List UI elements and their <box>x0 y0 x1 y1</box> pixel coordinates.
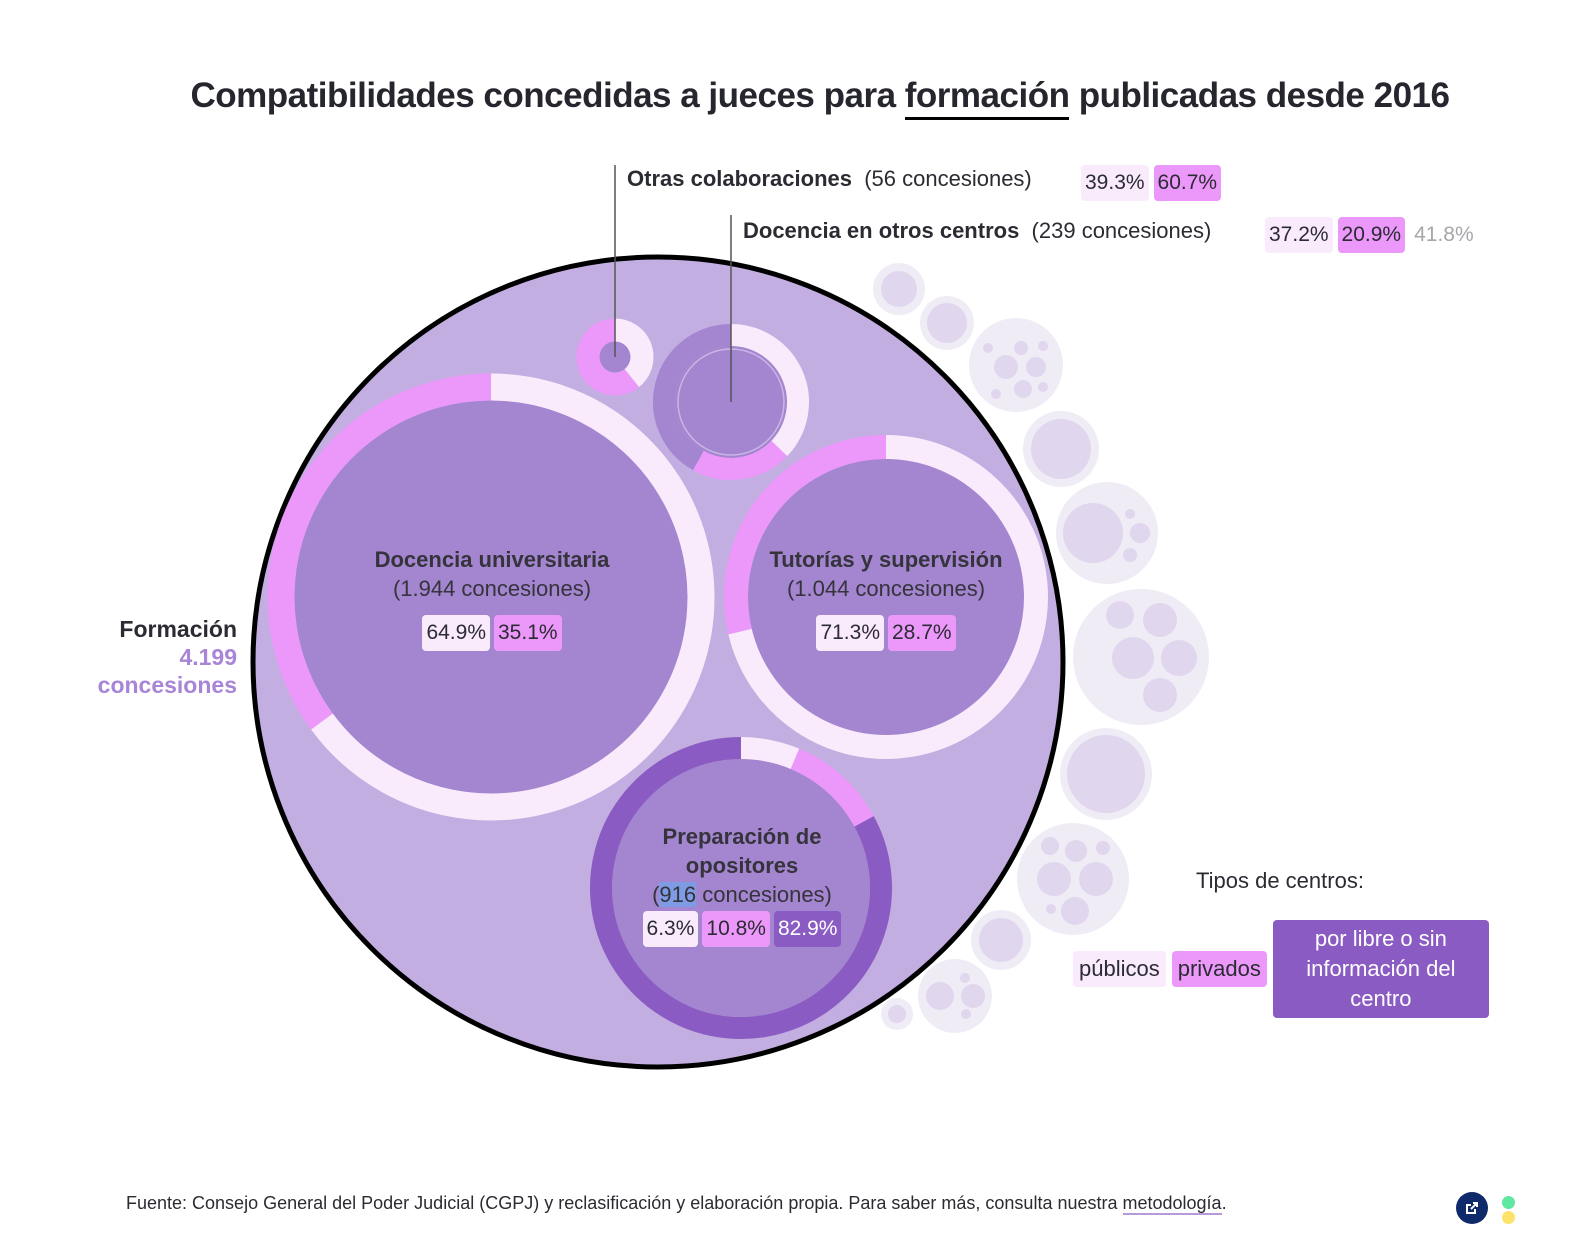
ghost-bubble <box>918 959 992 1033</box>
ghost-bubble <box>1060 728 1152 820</box>
pill-privados: 10.8% <box>702 911 770 947</box>
pill-sin-info: 41.8% <box>1414 223 1474 246</box>
ring-segment-privados <box>790 748 874 827</box>
legend-item-libre: por libre o sin información del centro <box>1272 920 1489 1018</box>
pill-privados: 35.1% <box>494 615 562 651</box>
bubble-tutorias <box>724 435 1048 759</box>
ghost-bubble <box>1073 589 1209 725</box>
bubble-fill <box>294 400 688 794</box>
external-link-button[interactable] <box>1456 1192 1488 1224</box>
bubble-docencia_universitaria <box>267 373 715 821</box>
count-pre: ( <box>652 882 660 907</box>
pill-privados: 28.7% <box>888 615 956 651</box>
formacion-label: Formación 4.199 concesiones <box>60 615 237 699</box>
label-otras-colaboraciones: Otras colaboraciones (56 concesiones) <box>627 166 1032 192</box>
label-docencia-otros: Docencia en otros centros (239 concesion… <box>743 218 1211 244</box>
ring-segment-privados <box>267 373 491 730</box>
label-tutorias: Tutorías y supervisión (1.044 concesione… <box>736 545 1036 651</box>
label-name: Docencia en otros centros <box>743 218 1020 243</box>
external-link-icon <box>1466 1202 1478 1214</box>
ring-segment-publicos <box>728 435 1048 759</box>
pill-publicos: 71.3% <box>816 615 884 651</box>
legend-libre-line3: centro <box>1350 986 1412 1011</box>
label-count: (916 concesiones) <box>592 880 892 909</box>
label-name: Tutorías y supervisión <box>769 547 1003 572</box>
label-name-line2: opositores <box>685 853 799 878</box>
pill-publicos: 39.3% <box>1081 165 1149 201</box>
ring-segment-privados <box>693 440 788 480</box>
ring-segment-publicos <box>614 318 654 388</box>
ring-segment-libre <box>590 737 892 1039</box>
legend-item-privados: privados <box>1171 951 1267 987</box>
pill-libre: 82.9% <box>773 911 842 947</box>
title-prefix: Compatibilidades concedidas a jueces par… <box>190 76 905 115</box>
ghost-bubble <box>969 318 1063 412</box>
ring-segment-publicos <box>740 737 800 770</box>
ghost-bubble <box>873 263 925 315</box>
ghost-bubble <box>920 296 974 350</box>
label-name-line1: Preparación de <box>662 824 822 849</box>
footer-source: Fuente: Consejo General del Poder Judici… <box>126 1193 1227 1215</box>
dot-green <box>1502 1196 1515 1209</box>
ghost-bubble <box>1017 823 1129 935</box>
pill-privados: 60.7% <box>1153 165 1222 201</box>
label-count: (239 concesiones) <box>1031 218 1212 243</box>
footer-end: . <box>1221 1193 1227 1213</box>
ghost-bubble <box>971 910 1031 970</box>
ghost-bubble <box>881 998 913 1030</box>
ring-segment-publicos <box>311 373 715 821</box>
ring-segment-libre <box>653 324 732 471</box>
pills-docencia-otros: 37.2% 20.9% 41.8% <box>1265 217 1483 253</box>
label-count: (56 concesiones) <box>864 166 1032 191</box>
pill-publicos: 64.9% <box>422 615 490 651</box>
formacion-name: Formación <box>119 616 237 642</box>
bubble-preparacion <box>590 737 892 1039</box>
label-count: (1.044 concesiones) <box>786 576 986 601</box>
ring-segment-privados <box>724 435 887 635</box>
legend-libre-line1: por libre o sin <box>1314 926 1447 951</box>
methodology-link[interactable]: metodología <box>1122 1193 1222 1215</box>
ring-segment-privados <box>576 318 639 396</box>
label-docencia-universitaria: Docencia universitaria (1.944 concesione… <box>342 545 642 651</box>
pills-otras: 39.3% 60.7% <box>1081 165 1226 201</box>
bubble-otras <box>576 318 654 396</box>
label-count: (1.944 concesiones) <box>392 576 592 601</box>
label-preparacion-opositores: Preparación de opositores (916 concesion… <box>592 822 892 947</box>
title-suffix: publicadas desde 2016 <box>1069 76 1450 115</box>
pill-publicos: 37.2% <box>1265 217 1333 253</box>
legend: públicos privados por libre o sin inform… <box>1073 920 1495 1018</box>
label-name: Docencia universitaria <box>374 547 610 572</box>
bubble-fill <box>748 459 1024 735</box>
title-highlight: formación <box>904 76 1070 120</box>
count-number-selected: 916 <box>659 882 697 907</box>
bubble-fill <box>612 759 870 1017</box>
pill-publicos: 6.3% <box>642 911 699 947</box>
dot-yellow <box>1502 1211 1515 1224</box>
ghost-bubble <box>1023 411 1099 487</box>
formacion-count: 4.199 <box>179 644 237 670</box>
legend-item-publicos: públicos <box>1073 951 1166 987</box>
brand-dots <box>1502 1196 1515 1226</box>
pill-privados: 20.9% <box>1337 217 1406 253</box>
legend-title: Tipos de centros: <box>1196 868 1364 893</box>
chart-title: Compatibilidades concedidas a jueces par… <box>0 76 1581 120</box>
count-post: concesiones) <box>696 882 832 907</box>
ghost-bubble <box>1056 482 1158 584</box>
ring-segment-publicos <box>730 324 809 457</box>
legend-libre-line2: información del <box>1306 956 1456 981</box>
footer-text: Fuente: Consejo General del Poder Judici… <box>126 1193 1123 1213</box>
formacion-unit: concesiones <box>97 672 237 698</box>
label-name: Otras colaboraciones <box>627 166 852 191</box>
